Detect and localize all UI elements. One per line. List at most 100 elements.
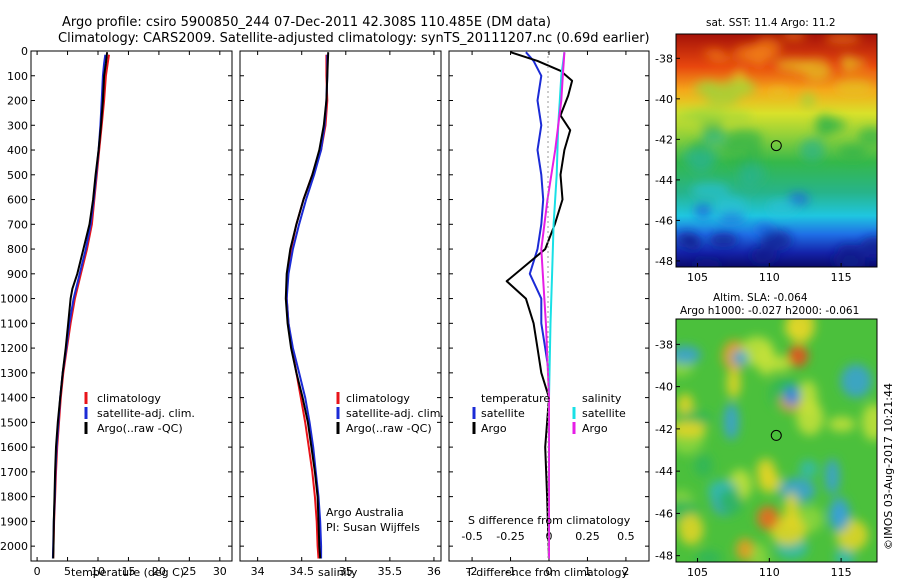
map-y-tick-label: -38 — [655, 338, 673, 351]
x-tick-label: 36 — [427, 565, 441, 578]
sst-texture-blob — [713, 196, 748, 218]
sla-texture-blob — [770, 515, 807, 546]
series-line-climatology — [285, 54, 329, 559]
argo-location-marker — [770, 140, 782, 152]
x-tick-label: 2 — [622, 565, 629, 578]
salinity-xlabel: salinity — [318, 566, 358, 579]
legend-label-argo: Argo(..raw -QC) — [346, 422, 432, 435]
x-tick-label: -2 — [467, 565, 478, 578]
y-tick-label: 1000 — [0, 293, 28, 306]
sst-texture-blob — [690, 182, 731, 199]
sla-map-axes: 105 110 115 -38 -40 -42 -44 -46 -48 — [655, 338, 852, 579]
y-tick-label: 1400 — [0, 392, 28, 405]
x2-tick-label: -0.5 — [461, 530, 482, 543]
map-y-tick-label: -40 — [655, 381, 673, 394]
x-tick-label: 35 — [339, 565, 353, 578]
sst-texture-blob — [703, 82, 717, 93]
series-line-satellite — [548, 52, 566, 559]
sla-texture-blob — [695, 550, 722, 562]
sst-texture-blob — [767, 200, 797, 215]
map-x-tick-label: 110 — [759, 271, 780, 284]
sla-texture-blob — [676, 393, 694, 417]
map-x-tick-label: 110 — [759, 566, 780, 579]
x-tick-label: 10 — [91, 565, 105, 578]
sla-texture-blob — [676, 421, 707, 438]
map-x-tick-label: 115 — [831, 271, 852, 284]
sst-texture-blob — [837, 257, 866, 267]
map-x-tick-label: 115 — [831, 566, 852, 579]
sst-texture-blob — [760, 230, 792, 251]
sst-texture-blob — [838, 144, 867, 160]
x-tick-label: 20 — [152, 565, 166, 578]
x-tick-label: 0 — [546, 565, 553, 578]
sst-texture-blob — [781, 34, 806, 41]
sst-map — [676, 34, 877, 267]
legend-label-t-argo: Argo — [481, 422, 507, 435]
sst-texture-blob — [837, 244, 862, 255]
x-tick-label: 25 — [182, 565, 196, 578]
x-tick-label: 5 — [64, 565, 71, 578]
sst-texture-blob — [717, 213, 746, 224]
sla-texture-blob — [694, 454, 713, 478]
series-line-argo-raw-qc- — [284, 52, 330, 559]
legend-label-climatology: climatology — [346, 392, 410, 405]
sla-texture-blob — [750, 542, 769, 562]
x-tick-label: -1 — [505, 565, 516, 578]
sst-texture-blob — [860, 236, 877, 258]
sst-texture-blob — [709, 232, 738, 248]
sla-texture-blob — [757, 506, 779, 530]
x-tick-label: 34 — [251, 565, 265, 578]
legend-label-s-argo: Argo — [582, 422, 608, 435]
legend-label-satellite: satellite-adj. clim. — [97, 407, 195, 420]
sla-texture-blob — [758, 470, 781, 493]
sst-texture-blob — [689, 153, 713, 175]
y-tick-label: 700 — [7, 218, 28, 231]
sst-texture-blob — [709, 54, 733, 63]
series-line-argo — [505, 51, 574, 559]
x2-tick-label: 0.5 — [617, 530, 635, 543]
sst-texture-blob — [834, 80, 874, 95]
map-y-tick-label: -42 — [655, 133, 673, 146]
y-tick-label: 1500 — [0, 416, 28, 429]
y-tick-label: 500 — [7, 169, 28, 182]
x2-tick-label: -0.25 — [496, 530, 524, 543]
sst-texture-blob — [733, 44, 771, 65]
x2-tick-label: 0.25 — [575, 530, 600, 543]
series-line-argo — [540, 52, 566, 559]
temperature-legend: climatology satellite-adj. clim. Argo(..… — [84, 392, 195, 435]
sla-texture-blob — [828, 416, 856, 432]
sla-texture-blob — [784, 386, 800, 406]
map-y-tick-label: -46 — [655, 214, 673, 227]
sla-texture-blob — [756, 345, 776, 376]
y-tick-label: 900 — [7, 268, 28, 281]
salinity-panel-frame — [239, 50, 442, 562]
sla-texture-blob — [779, 477, 816, 503]
credit-text: ©IMOS 03-Aug-2017 10:21:44 — [882, 383, 895, 550]
sst-texture-blob — [738, 162, 766, 186]
argo-location-marker — [770, 429, 782, 441]
sst-texture-blob — [801, 92, 816, 109]
sst-texture-blob — [845, 70, 877, 81]
sla-texture-blob — [786, 319, 815, 344]
sst-map-title: sat. SST: 11.4 Argo: 11.2 — [706, 17, 836, 29]
temperature-series — [51, 52, 110, 559]
legend-label-satellite: satellite-adj. clim. — [346, 407, 444, 420]
sst-texture-blob — [840, 55, 854, 72]
sla-texture-blob — [798, 380, 818, 416]
sla-texture-blob — [736, 538, 755, 561]
sst-texture-blob — [825, 34, 861, 45]
salinity-axes: 34 34.5 35 35.5 36 — [240, 50, 441, 578]
series-line-satellite-adj-clim- — [285, 54, 329, 559]
sla-texture-blob — [840, 364, 872, 398]
sla-texture-blob — [788, 345, 808, 367]
sst-map-axes: 105 110 115 -38 -40 -42 -44 -46 -48 — [655, 52, 852, 284]
sst-texture-blob — [684, 234, 702, 251]
sla-texture-blob — [726, 368, 741, 399]
y-tick-label: 1200 — [0, 342, 28, 355]
legend-title-salinity: salinity — [582, 392, 622, 405]
header-line-1: Argo profile: csiro 5900850_244 07-Dec-2… — [62, 15, 551, 30]
x-tick-label: 34.5 — [289, 565, 314, 578]
sst-texture-blob — [745, 144, 763, 164]
annotation-institution: Argo Australia — [326, 506, 404, 519]
